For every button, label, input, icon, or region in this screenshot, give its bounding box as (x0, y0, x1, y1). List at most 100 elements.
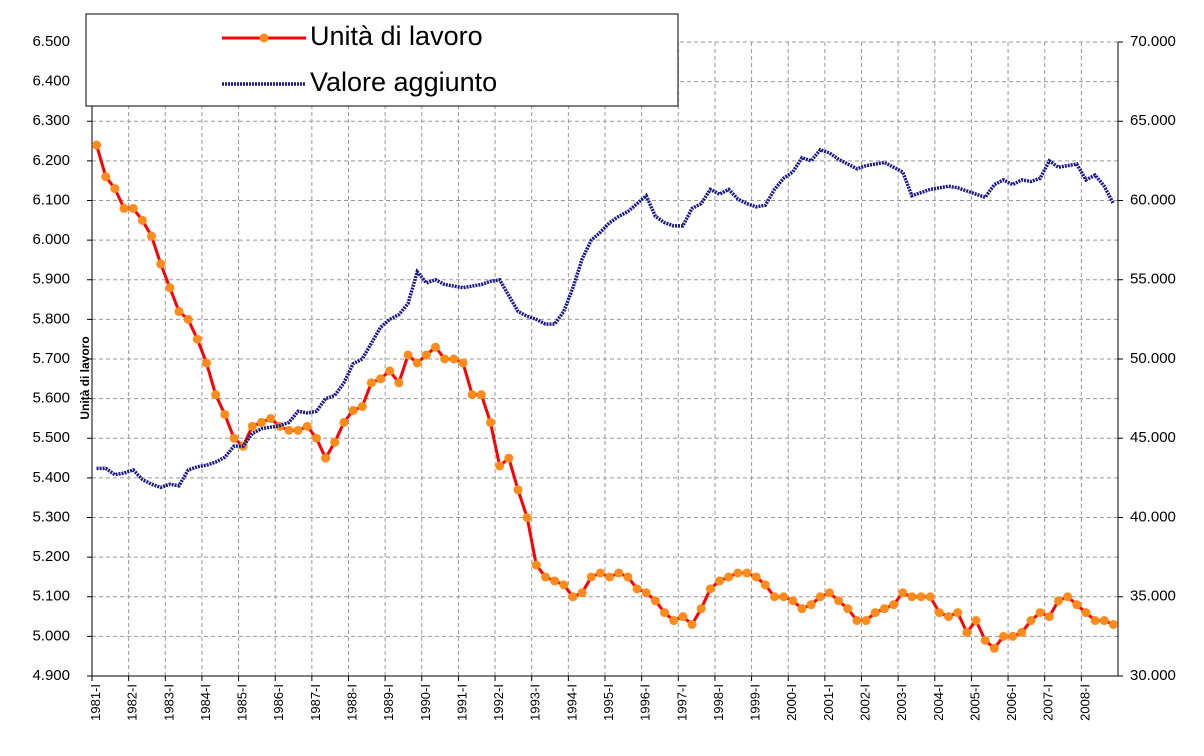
marker (504, 453, 514, 463)
marker (779, 592, 789, 602)
marker (760, 580, 770, 590)
y2-tick-label: 50.000 (1130, 350, 1176, 367)
marker (266, 413, 276, 423)
marker (934, 608, 944, 618)
marker (962, 627, 972, 637)
marker (229, 433, 239, 443)
marker (559, 580, 569, 590)
marker (705, 584, 715, 594)
marker (311, 433, 321, 443)
x-tick-label: 1993-I (528, 684, 543, 721)
legend-box (85, 13, 679, 107)
marker (1108, 619, 1118, 629)
marker (165, 283, 175, 293)
x-tick-label: 1984-I (198, 684, 213, 721)
y2-tick-label: 65.000 (1130, 112, 1176, 129)
marker (641, 588, 651, 598)
marker (623, 572, 633, 582)
marker (1017, 627, 1027, 637)
legend-label: Unità di lavoro (310, 21, 483, 51)
x-tick-label: 2003-I (894, 684, 909, 721)
marker (907, 592, 917, 602)
marker (293, 425, 303, 435)
x-tick-label: 1999-I (748, 684, 763, 721)
marker (137, 215, 147, 225)
x-tick-label: 1989-I (381, 684, 396, 721)
marker (834, 596, 844, 606)
marker (348, 406, 358, 416)
marker (256, 417, 266, 427)
series-line (96, 147, 1115, 490)
y-tick-label: 5.300 (32, 508, 70, 525)
x-tick-label: 1996-I (638, 684, 653, 721)
x-tick-label: 2000-I (784, 684, 799, 721)
marker (1099, 616, 1109, 626)
marker (916, 592, 926, 602)
y2-tick-label: 55.000 (1130, 271, 1176, 288)
marker (302, 421, 312, 431)
y-tick-label: 6.400 (32, 73, 70, 90)
y-tick-label: 5.700 (32, 350, 70, 367)
marker (733, 568, 743, 578)
marker (696, 604, 706, 614)
marker (431, 342, 441, 352)
y-tick-label: 5.100 (32, 588, 70, 605)
marker (1090, 616, 1100, 626)
marker (247, 421, 257, 431)
y-tick-label: 6.200 (32, 152, 70, 169)
marker (550, 576, 560, 586)
x-tick-label: 1997-I (674, 684, 689, 721)
y2-tick-label: 70.000 (1130, 33, 1176, 50)
marker (1081, 608, 1091, 618)
marker (889, 600, 899, 610)
marker (284, 425, 294, 435)
marker (174, 306, 184, 316)
x-tick-label: 1983-I (161, 684, 176, 721)
marker (843, 604, 853, 614)
marker (980, 635, 990, 645)
marker (769, 592, 779, 602)
marker (650, 596, 660, 606)
y-tick-label: 5.400 (32, 469, 70, 486)
marker (824, 588, 834, 598)
x-tick-label: 2004-I (931, 684, 946, 721)
marker (687, 619, 697, 629)
marker (678, 612, 688, 622)
marker (92, 140, 102, 150)
y2-tick-label: 30.000 (1130, 667, 1176, 684)
marker (1063, 592, 1073, 602)
marker (879, 604, 889, 614)
marker (1035, 608, 1045, 618)
y2-tick-label: 60.000 (1130, 191, 1176, 208)
marker (540, 572, 550, 582)
x-tick-label: 1981-I (88, 684, 103, 721)
x-tick-label: 1988-I (345, 684, 360, 721)
x-tick-label: 1982-I (125, 684, 140, 721)
marker (357, 402, 367, 412)
x-tick-label: 2001-I (821, 684, 836, 721)
marker (852, 616, 862, 626)
marker (1072, 600, 1082, 610)
marker (1044, 612, 1054, 622)
marker (715, 576, 725, 586)
marker (412, 358, 422, 368)
marker (321, 453, 331, 463)
marker (449, 354, 459, 364)
marker (192, 334, 202, 344)
marker (110, 184, 120, 194)
marker (944, 612, 954, 622)
marker (971, 616, 981, 626)
marker (751, 572, 761, 582)
marker (660, 608, 670, 618)
y2-tick-label: 35.000 (1130, 588, 1176, 605)
marker (632, 584, 642, 594)
marker (1053, 596, 1063, 606)
marker (119, 203, 129, 213)
marker (522, 513, 532, 522)
x-tick-label: 1990-I (418, 684, 433, 721)
marker (806, 600, 816, 610)
marker (577, 588, 587, 598)
y-tick-label: 4.900 (32, 667, 70, 684)
y-tick-label: 5.800 (32, 310, 70, 327)
